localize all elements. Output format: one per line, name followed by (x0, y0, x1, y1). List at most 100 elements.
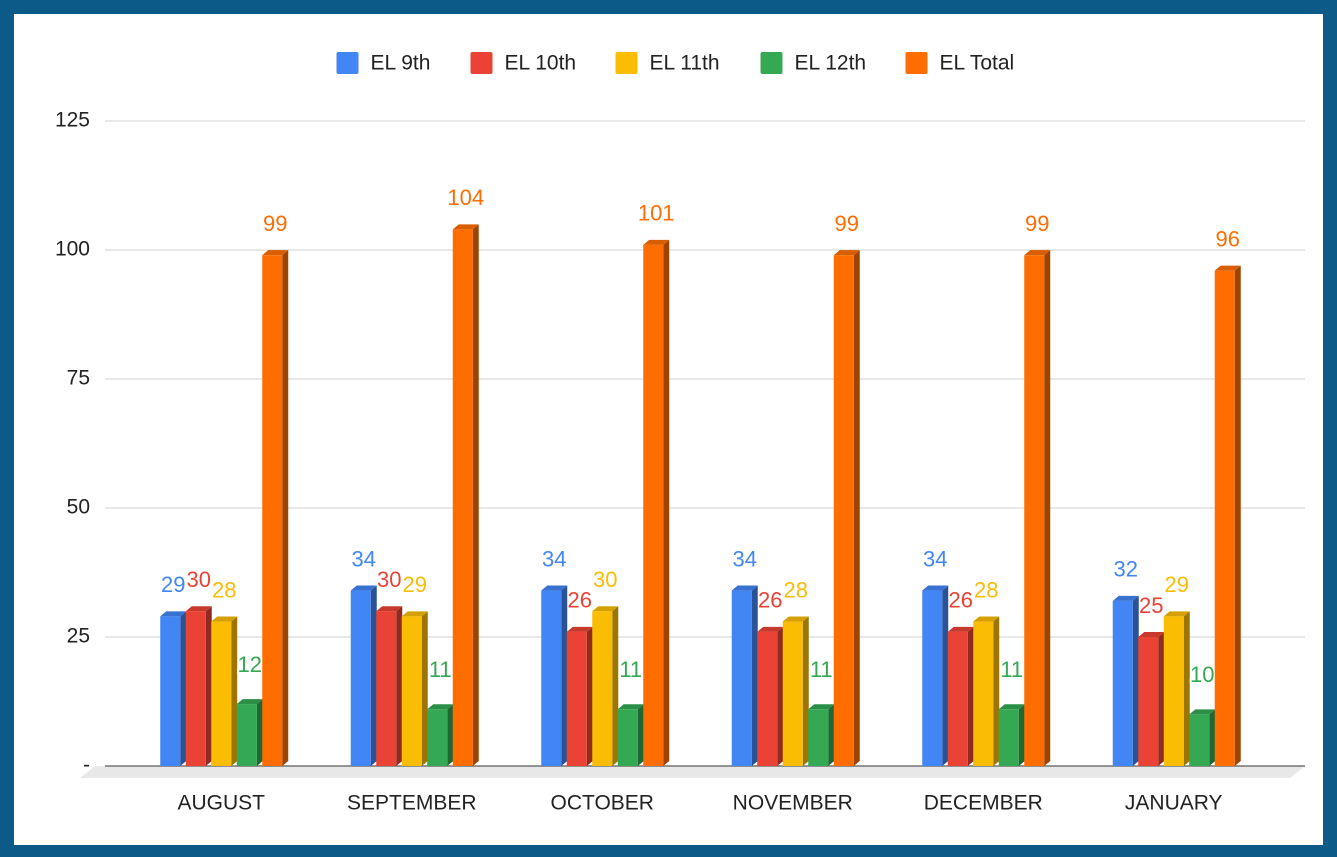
data-label: 29 (403, 572, 427, 597)
bar-top (757, 626, 784, 632)
bar-top (541, 585, 568, 591)
bar-top (731, 585, 758, 591)
bar-top (350, 585, 377, 591)
bar-top (782, 616, 809, 622)
data-label: 11 (810, 657, 833, 682)
bar-side (637, 704, 644, 766)
data-label: 29 (161, 572, 185, 597)
bar-top (973, 616, 1000, 622)
y-tick-label: 125 (55, 109, 90, 132)
bar (427, 709, 448, 766)
data-label: 11 (1000, 657, 1023, 682)
x-tick-label: AUGUST (177, 792, 265, 815)
bar (998, 709, 1019, 766)
bar-top (211, 616, 238, 622)
data-label: 99 (835, 211, 859, 236)
data-label: 34 (923, 546, 947, 571)
legend-label: EL 11th (650, 52, 720, 75)
y-tick-label: 50 (67, 496, 90, 519)
bar-side (828, 704, 835, 766)
bar-side (1158, 632, 1165, 766)
bar-side (282, 250, 289, 766)
bar (452, 229, 473, 767)
bar (1024, 255, 1045, 766)
legend-label: EL 10th (505, 52, 577, 75)
data-label: 101 (638, 201, 675, 226)
legend-swatch (760, 52, 783, 74)
bar-side (612, 606, 619, 766)
bar-top (401, 611, 428, 617)
bar-side (663, 239, 670, 767)
legend-swatch (470, 52, 493, 74)
bar (401, 616, 422, 766)
data-label: 10 (1190, 662, 1214, 687)
bar-side (751, 585, 758, 766)
bar-side (1132, 595, 1139, 766)
bar (757, 631, 778, 766)
bar (947, 631, 968, 766)
bar-top (1214, 265, 1241, 271)
bar (566, 631, 587, 766)
bar-top (427, 704, 454, 710)
bar (973, 621, 994, 766)
y-tick-label: 100 (55, 238, 90, 261)
bar (211, 621, 232, 766)
bar-top (1138, 632, 1165, 637)
chart: - 25 50 75 100 125 EL 9th EL 10th EL 11th EL 12th… (14, 14, 1323, 845)
bar (617, 709, 638, 766)
data-label: 25 (1139, 593, 1163, 618)
bar (643, 244, 664, 767)
data-label: 28 (974, 577, 998, 602)
bar (236, 704, 257, 766)
bar (350, 590, 371, 766)
bar-top (617, 704, 644, 710)
bar-side (993, 616, 1000, 766)
x-tick-label: DECEMBER (924, 792, 1043, 815)
bar-side (1183, 611, 1190, 766)
legend-swatch (905, 52, 928, 74)
bar-side (370, 585, 377, 766)
bar-side (802, 616, 809, 766)
bar (1163, 616, 1184, 766)
y-tick-label: 75 (67, 367, 90, 390)
bar (592, 611, 613, 766)
data-label: 26 (758, 588, 782, 613)
bar-top (566, 626, 593, 632)
bar (376, 611, 397, 766)
x-tick-label: NOVEMBER (733, 792, 853, 815)
bar-side (396, 606, 403, 766)
data-label: 34 (733, 546, 757, 571)
bar-side (561, 585, 568, 766)
bar-top (376, 606, 403, 612)
data-label: 32 (1114, 557, 1138, 582)
data-label: 34 (352, 546, 376, 571)
bar (1189, 714, 1210, 766)
bar (1214, 270, 1235, 766)
bar-top (262, 250, 289, 256)
data-label: 99 (263, 211, 287, 236)
bar-side (472, 224, 479, 767)
bar-top (1112, 595, 1139, 601)
bar-top (833, 250, 860, 256)
data-label: 104 (447, 185, 484, 210)
data-label: 26 (949, 588, 973, 613)
bar-top (922, 585, 949, 591)
legend-swatch (336, 52, 359, 74)
data-label: 30 (593, 567, 617, 592)
floor (80, 766, 1305, 778)
bar-side (586, 626, 593, 766)
bar-side (1234, 265, 1241, 766)
data-label: 28 (784, 577, 808, 602)
legend-label: EL Total (940, 52, 1015, 75)
data-label: 30 (187, 567, 211, 592)
bar-top (160, 611, 187, 617)
bar-top (592, 606, 619, 612)
bar-side (853, 250, 860, 766)
data-label: 29 (1165, 572, 1189, 597)
bar (160, 616, 181, 766)
y-tick-label: - (83, 754, 90, 777)
bar (922, 590, 943, 766)
y-tick-label: 25 (67, 625, 90, 648)
data-label: 99 (1025, 211, 1049, 236)
bar-side (256, 699, 263, 766)
